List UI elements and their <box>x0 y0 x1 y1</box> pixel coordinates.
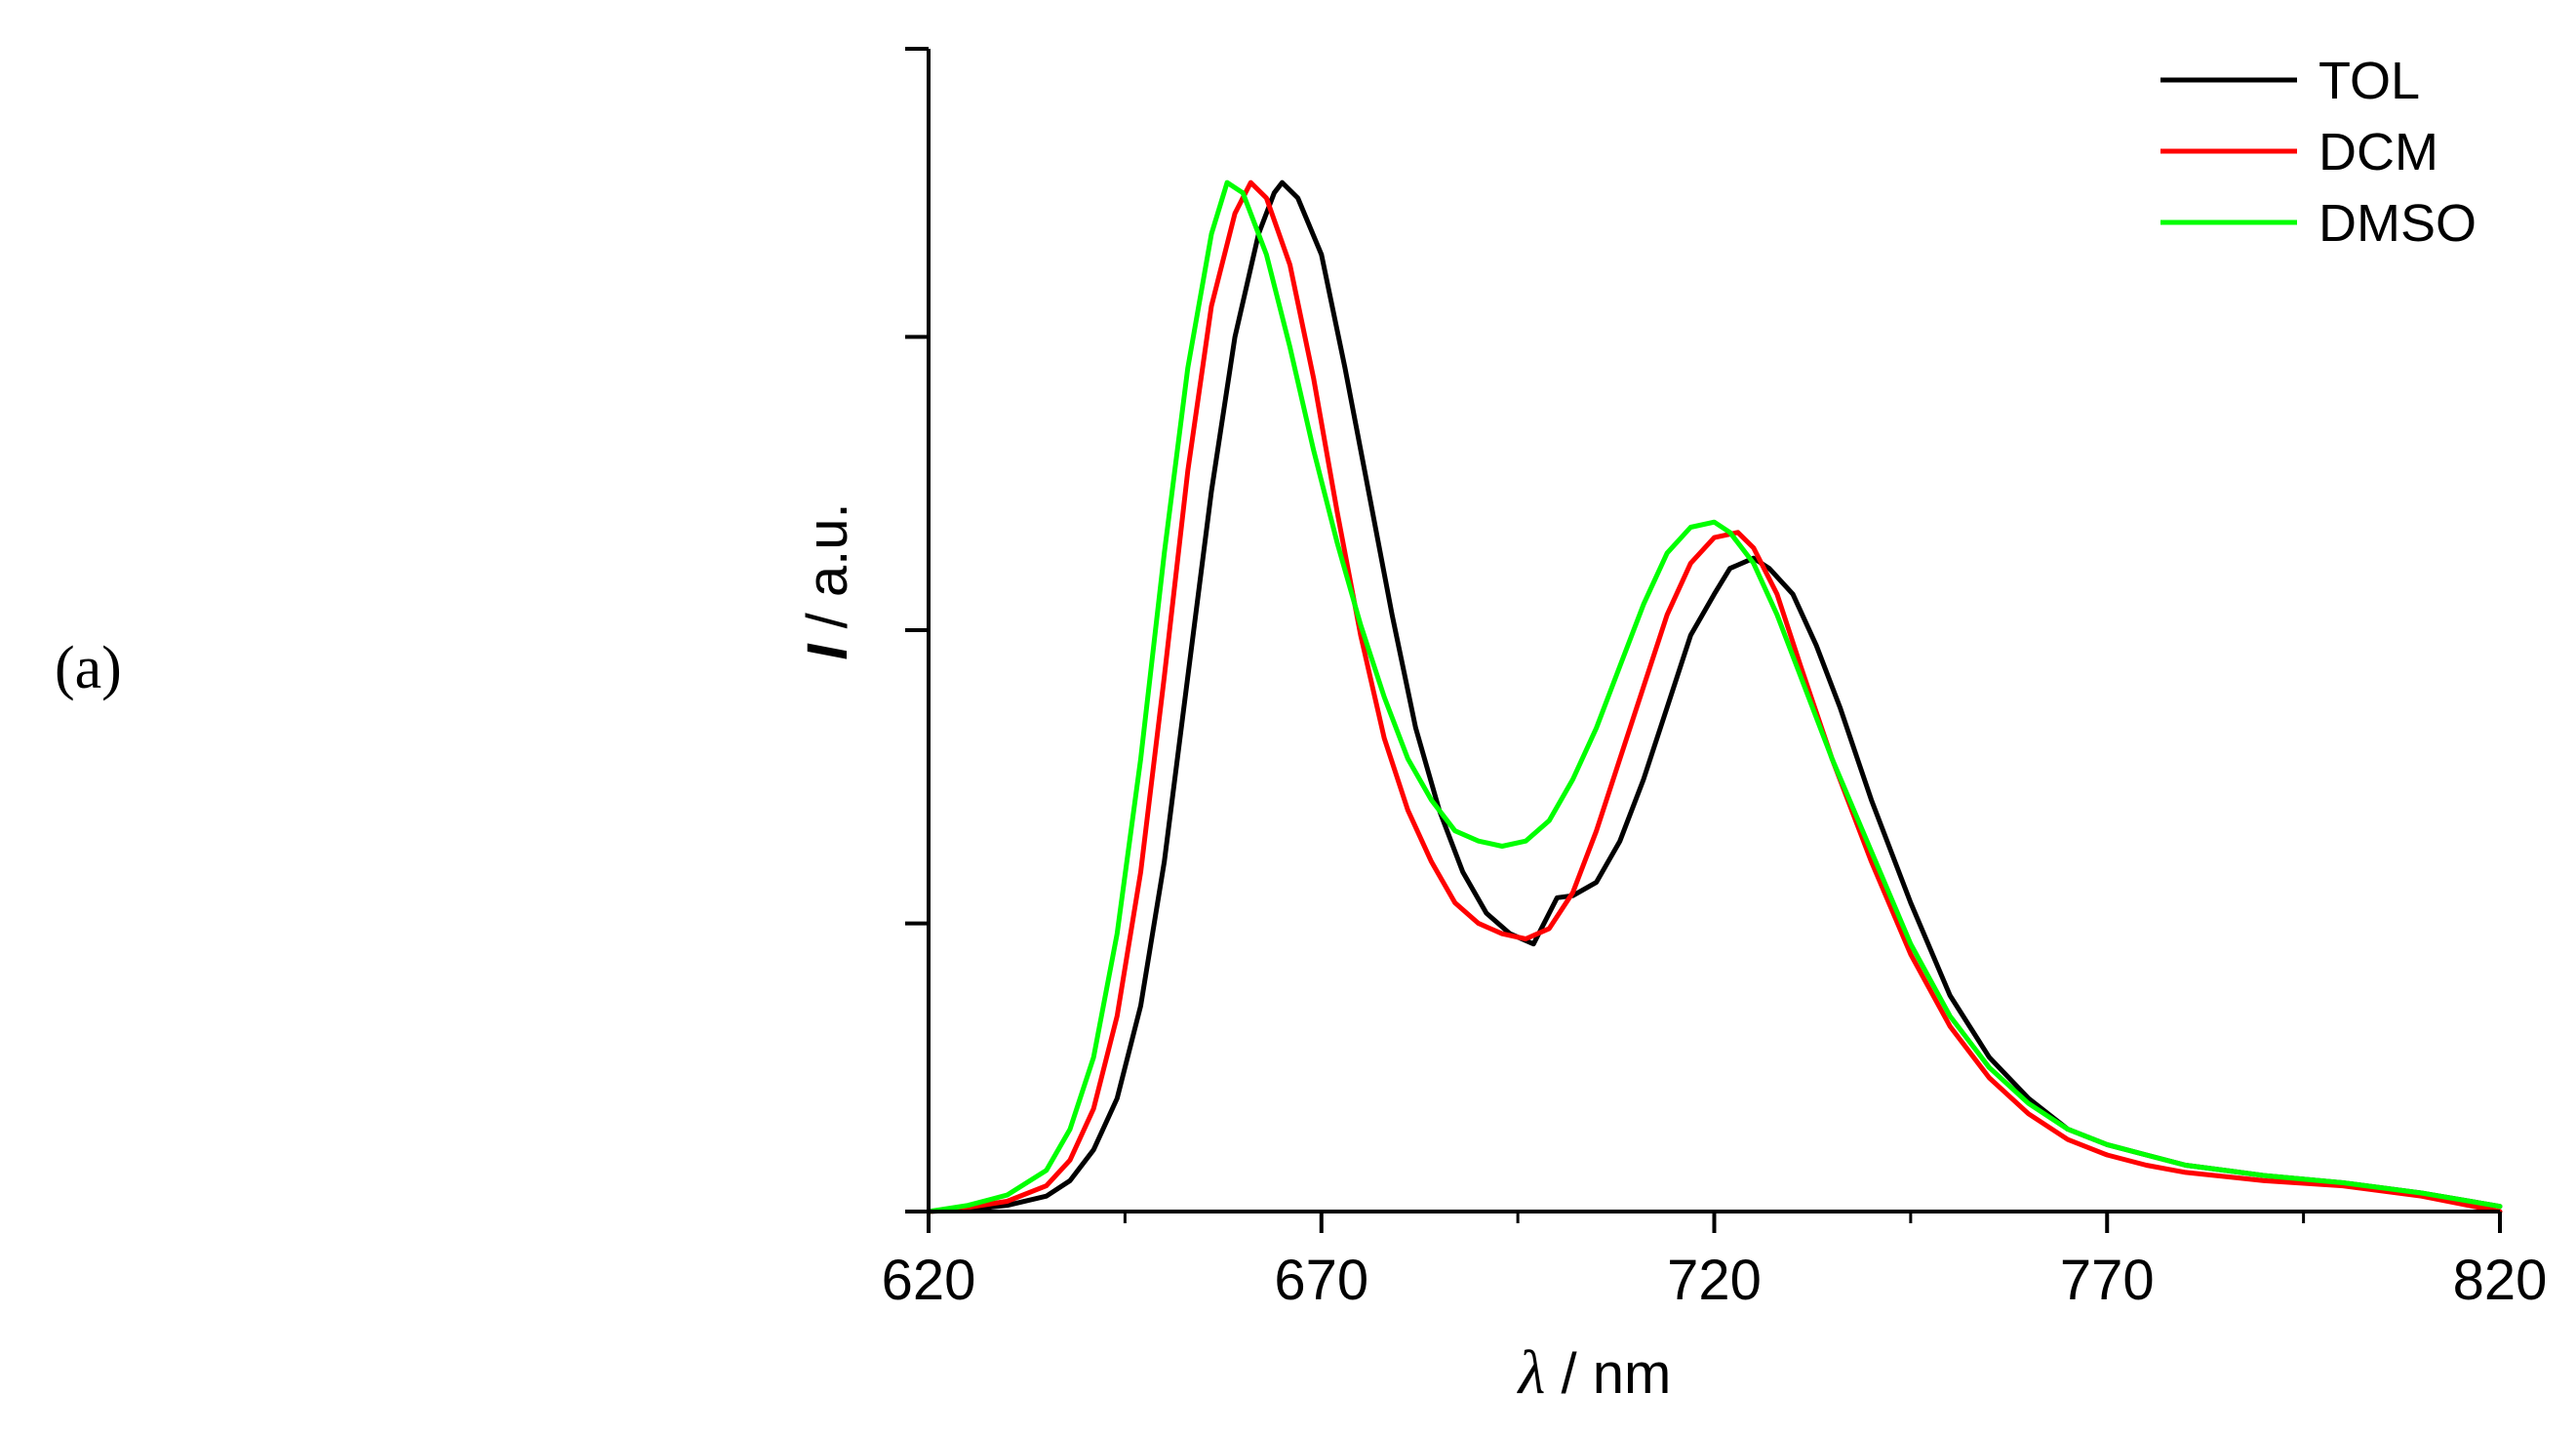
x-axis-symbol: λ <box>1517 1337 1546 1407</box>
panel-label: (a) <box>55 635 122 701</box>
y-axis-title: I / a.u. <box>796 502 859 659</box>
x-tick-label: 820 <box>2453 1249 2548 1312</box>
y-axis-symbol: I <box>796 643 859 660</box>
series-line-dcm <box>926 179 2503 1214</box>
y-ticks <box>905 47 929 1213</box>
legend-label-dmso: DMSO <box>2318 194 2477 253</box>
x-axis-title: λ / nm <box>1517 1337 1672 1407</box>
x-tick-label: 770 <box>2060 1249 2155 1312</box>
x-ticks: 620 670 720 770 820 <box>882 1212 2548 1312</box>
legend: TOL DCM DMSO <box>2160 52 2477 253</box>
legend-label-dcm: DCM <box>2318 123 2438 181</box>
legend-label-tol: TOL <box>2318 52 2420 110</box>
x-tick-label: 620 <box>882 1249 976 1312</box>
x-axis-unit: / nm <box>1545 1342 1671 1406</box>
series-line-dmso <box>926 179 2503 1214</box>
plot-area <box>926 179 2503 1214</box>
series-line-tol <box>926 179 2503 1214</box>
x-tick-label: 720 <box>1667 1249 1762 1312</box>
y-axis-unit: / a.u. <box>796 502 859 644</box>
axes: 620 670 720 770 820 <box>882 47 2548 1312</box>
x-tick-label: 670 <box>1274 1249 1368 1312</box>
